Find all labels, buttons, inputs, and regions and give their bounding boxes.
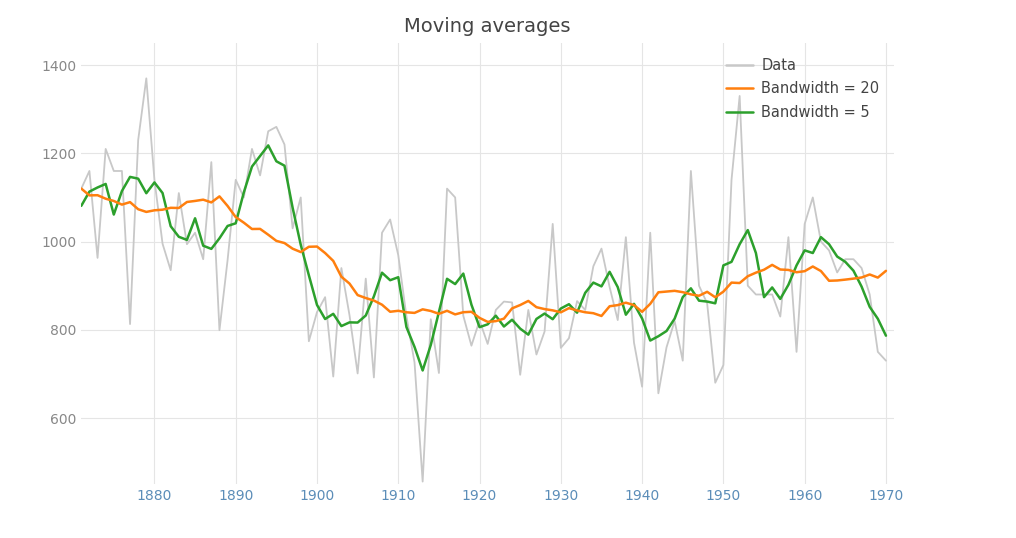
Bandwidth = 20 xyxy=(880,267,892,274)
Data xyxy=(140,75,152,82)
Bandwidth = 20 xyxy=(823,278,835,284)
Bandwidth = 20 xyxy=(847,275,860,282)
Line: Bandwidth = 5: Bandwidth = 5 xyxy=(81,145,886,371)
Bandwidth = 5 xyxy=(571,309,583,316)
Bandwidth = 5 xyxy=(855,284,868,290)
Bandwidth = 5 xyxy=(880,332,892,339)
Data xyxy=(417,478,429,485)
Data xyxy=(238,194,250,201)
Data xyxy=(75,186,87,192)
Data xyxy=(831,269,843,275)
Line: Bandwidth = 20: Bandwidth = 20 xyxy=(81,189,886,322)
Title: Moving averages: Moving averages xyxy=(404,17,571,36)
Bandwidth = 5 xyxy=(230,220,242,226)
Bandwidth = 5 xyxy=(506,316,518,323)
Data xyxy=(571,298,583,305)
Data xyxy=(506,299,518,306)
Bandwidth = 20 xyxy=(75,186,87,192)
Bandwidth = 5 xyxy=(270,158,282,165)
Data xyxy=(270,124,282,130)
Legend: Data, Bandwidth = 20, Bandwidth = 5: Data, Bandwidth = 20, Bandwidth = 5 xyxy=(719,51,887,128)
Bandwidth = 20 xyxy=(498,315,510,322)
Bandwidth = 5 xyxy=(831,253,843,260)
Bandwidth = 20 xyxy=(563,305,575,312)
Line: Data: Data xyxy=(81,79,886,482)
Bandwidth = 5 xyxy=(75,203,87,209)
Bandwidth = 5 xyxy=(262,142,274,148)
Data xyxy=(880,357,892,364)
Bandwidth = 20 xyxy=(230,214,242,221)
Data xyxy=(855,265,868,271)
Bandwidth = 20 xyxy=(262,231,274,238)
Bandwidth = 5 xyxy=(417,367,429,374)
Bandwidth = 20 xyxy=(482,318,494,325)
